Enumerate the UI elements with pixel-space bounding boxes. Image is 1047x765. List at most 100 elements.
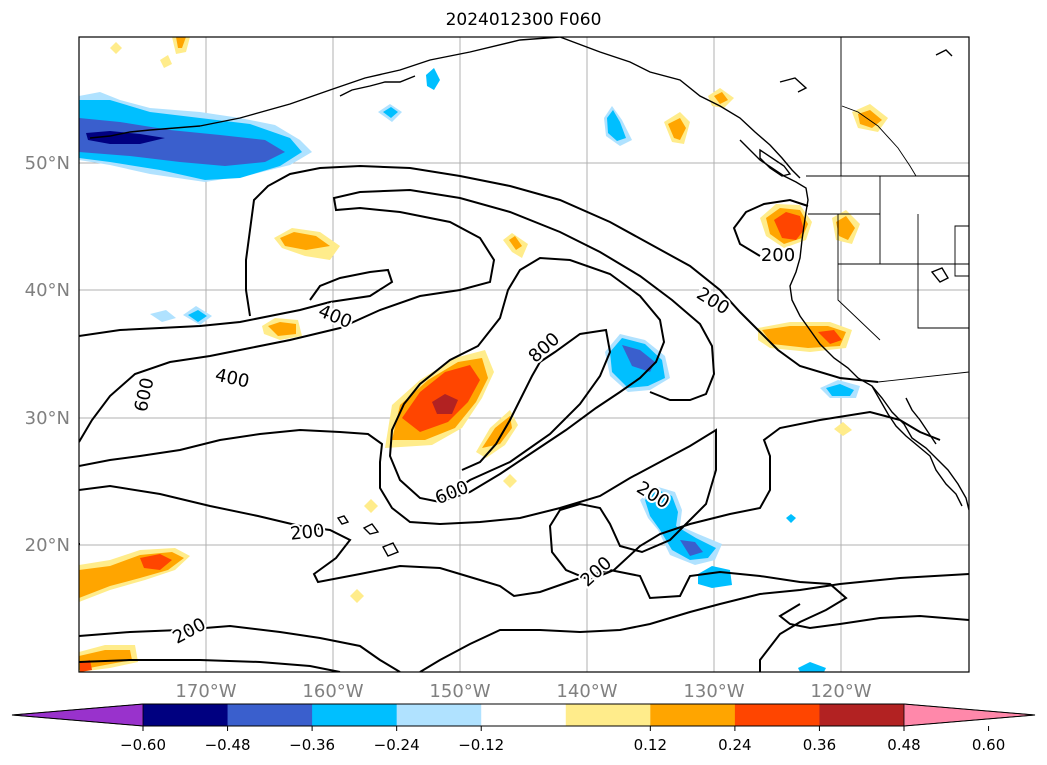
colorbar-tick-label: 0.48 xyxy=(887,736,920,754)
contour-label: 400 xyxy=(315,301,355,333)
pos-dot-4 xyxy=(834,422,852,436)
shaded-field xyxy=(79,37,888,672)
neg-chain-se-2 xyxy=(645,490,716,560)
neg-blob-n-2 xyxy=(426,68,440,90)
colorbar-tick-label: −0.48 xyxy=(205,736,251,754)
neg-band-nw-4 xyxy=(86,131,165,144)
contour-label: 600 xyxy=(432,477,472,509)
pos-dot-2 xyxy=(350,589,364,603)
contour-600 xyxy=(79,188,716,443)
contour-800 xyxy=(439,328,612,501)
colorbar-bin xyxy=(819,704,905,726)
neg-blob-137w-3 xyxy=(622,345,655,372)
pos-blob-nw-2 xyxy=(110,42,122,54)
contour-label: 400 xyxy=(213,365,251,393)
pos-blob-nw-3 xyxy=(160,55,172,68)
neg-blob-baja-2 xyxy=(826,384,854,396)
colorbar-under-extend xyxy=(11,703,144,727)
aleutians xyxy=(89,125,201,139)
map-title: 2024012300 F060 xyxy=(445,10,602,30)
colorbar-bins xyxy=(143,704,905,726)
coastlines xyxy=(89,37,969,557)
lat-labels: 50°N 40°N 30°N 20°N xyxy=(25,153,70,556)
neg-band-nw-3 xyxy=(79,118,285,166)
island-ne-3 xyxy=(930,267,949,283)
contour-400-outer xyxy=(79,164,879,383)
map-frame xyxy=(78,36,970,673)
contour-600-inner xyxy=(388,256,666,504)
lon-label-160w: 160°W xyxy=(302,681,363,702)
island-vancouver xyxy=(759,148,792,177)
pos-dot-1 xyxy=(364,499,378,513)
us-mexico-border xyxy=(877,371,969,383)
pos-blob-sw-low-3 xyxy=(80,660,92,672)
pos-blob-ne-2b xyxy=(714,92,728,104)
neg-blob-n-1b xyxy=(383,107,398,118)
contours xyxy=(79,164,969,672)
colorbar-tick-label: −0.36 xyxy=(289,736,335,754)
contour-200-loop xyxy=(79,659,341,672)
contour-label: 200 xyxy=(693,283,733,319)
lat-label-20n: 20°N xyxy=(25,535,70,556)
island-ne-2 xyxy=(935,49,953,57)
lon-labels: 170°W 160°W 150°W 140°W 130°W 120°W xyxy=(175,681,871,702)
colorbar-tick-label: 0.36 xyxy=(803,736,836,754)
us-west-coast xyxy=(789,239,969,511)
colorbar-bin xyxy=(143,704,229,726)
pos-blob-calif-3 xyxy=(818,330,842,344)
contour-label: 200 xyxy=(577,553,617,592)
colorbar-tick-label: −0.12 xyxy=(458,736,504,754)
pos-blob-165w-43n-2 xyxy=(280,232,330,250)
graticule xyxy=(79,37,969,672)
hawaii-3 xyxy=(336,515,350,525)
hawaii-2 xyxy=(362,523,380,535)
colorbar-bin xyxy=(565,704,651,726)
neg-blob-n-3b xyxy=(607,110,626,141)
neg-blob-170w-38n xyxy=(150,310,176,322)
lon-label-130w: 130°W xyxy=(683,681,744,702)
colorbar-bin xyxy=(650,704,736,726)
lon-label-150w: 150°W xyxy=(429,681,490,702)
colorbar-bin xyxy=(312,704,398,726)
lat-label-50n: 50°N xyxy=(25,153,70,174)
lat-label-30n: 30°N xyxy=(25,408,70,429)
neg-chain-se-3 xyxy=(680,540,703,556)
pos-blob-idaho-2 xyxy=(836,216,855,240)
colorbar-tick-label: 0.12 xyxy=(634,736,667,754)
contour-labels: 200 200 200 200 200 200 400 400 600 600 … xyxy=(129,243,797,650)
political-borders xyxy=(806,37,969,383)
pos-blob-ne-1b xyxy=(668,118,686,140)
colorbar-tick-label: −0.24 xyxy=(374,736,420,754)
contour-label: 200 xyxy=(761,245,795,266)
pos-blob-trough-2 xyxy=(482,416,512,448)
colorbar-bin xyxy=(227,704,313,726)
neg-blob-sw-coast xyxy=(698,566,732,588)
idaho-outline xyxy=(841,105,917,177)
lat-label-40n: 40°N xyxy=(25,280,70,301)
colorbar-tick-label: 0.60 xyxy=(972,736,1005,754)
colorbar-tick-label: 0.24 xyxy=(718,736,751,754)
contour-200-east xyxy=(79,198,969,672)
contour-label: 800 xyxy=(525,329,565,368)
pos-blob-ne-3b xyxy=(858,110,882,128)
island-ne-1 xyxy=(779,77,808,93)
contour-label: 200 xyxy=(289,520,325,544)
colorbar-ticks: −0.60 −0.48 −0.36 −0.24 −0.12 0.12 0.24 0.36 0.4… xyxy=(120,726,1005,754)
lon-label-120w: 120°W xyxy=(810,681,871,702)
contour-200-main xyxy=(79,410,941,672)
pos-dot-3 xyxy=(503,474,517,488)
colorbar-over-extend xyxy=(903,703,1036,727)
contour-label: 600 xyxy=(131,376,159,414)
colorbar-bin xyxy=(734,704,820,726)
bc-coast xyxy=(739,139,809,241)
contour-label: 200 xyxy=(169,614,209,649)
pos-blob-146w-42n-2 xyxy=(509,236,522,250)
lon-label-140w: 140°W xyxy=(556,681,617,702)
alaska-coast xyxy=(199,37,801,179)
colorbar-bin xyxy=(481,704,567,726)
colorbar: −0.60 −0.48 −0.36 −0.24 −0.12 0.12 0.24 0.36 0.4… xyxy=(11,703,1036,754)
pos-blob-165w-37n-2 xyxy=(268,322,296,336)
neg-blob-s xyxy=(798,662,826,672)
neg-dot-se xyxy=(786,514,796,523)
